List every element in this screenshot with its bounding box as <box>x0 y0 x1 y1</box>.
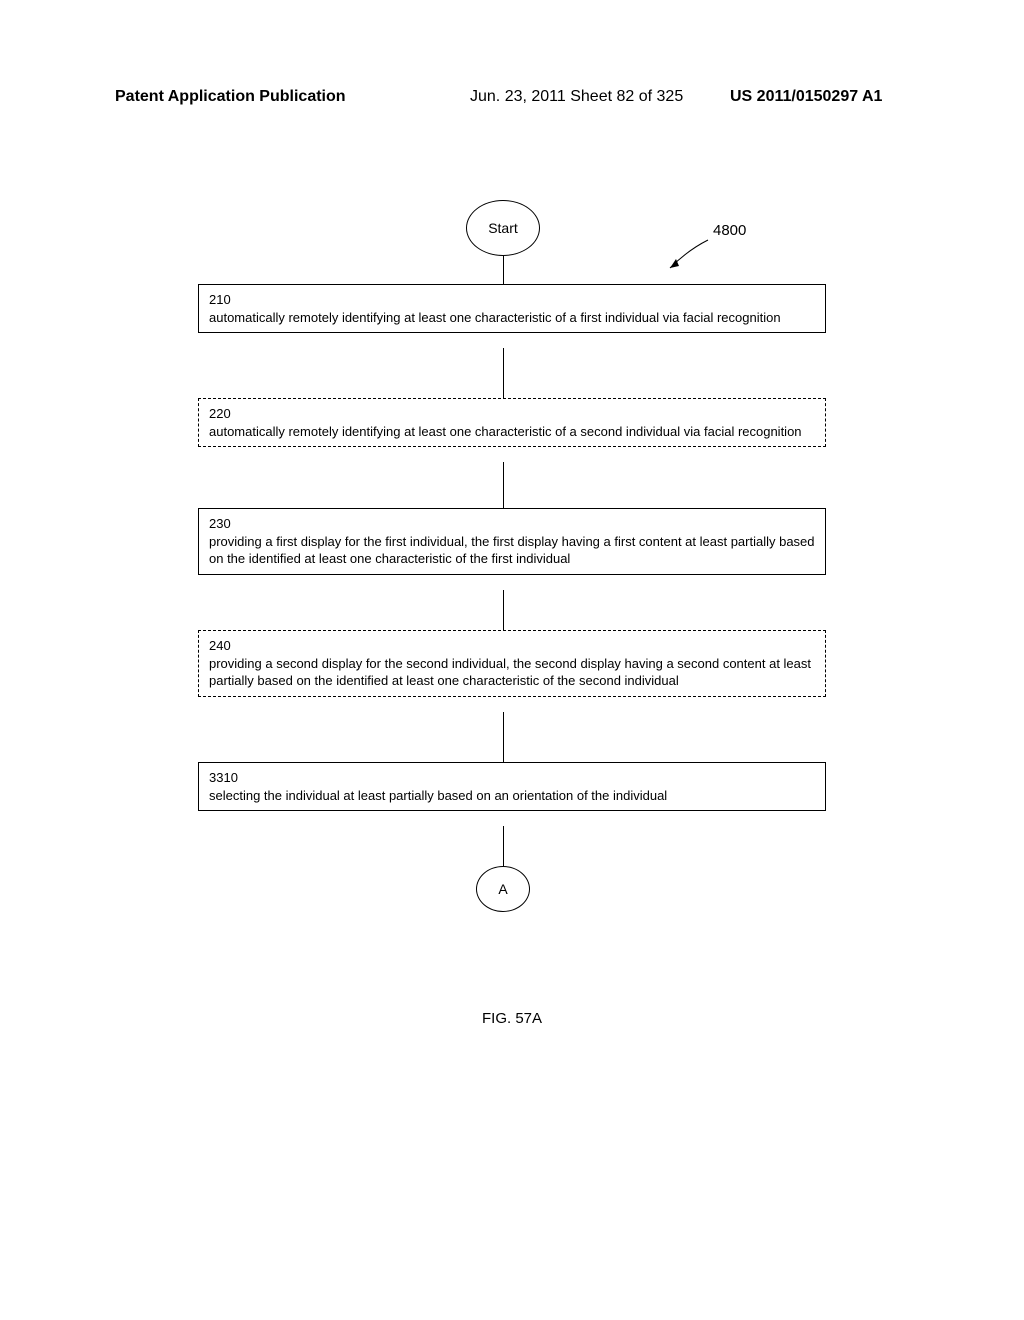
box-220: 220 automatically remotely identifying a… <box>198 398 826 447</box>
box-3310-num: 3310 <box>209 770 238 785</box>
end-label: A <box>498 881 507 897</box>
box-210: 210 automatically remotely identifying a… <box>198 284 826 333</box>
connector-220-230 <box>503 462 504 508</box>
start-label: Start <box>488 220 518 236</box>
box-240-num: 240 <box>209 638 231 653</box>
end-terminal: A <box>476 866 530 912</box>
connector-230-240 <box>503 590 504 630</box>
box-220-num: 220 <box>209 406 231 421</box>
start-terminal: Start <box>466 200 540 256</box>
box-3310: 3310 selecting the individual at least p… <box>198 762 826 811</box>
box-230: 230 providing a first display for the fi… <box>198 508 826 575</box>
patent-page: Patent Application Publication Jun. 23, … <box>0 0 1024 1320</box>
box-240: 240 providing a second display for the s… <box>198 630 826 697</box>
figure-label: FIG. 57A <box>0 1010 1024 1027</box>
box-210-text: automatically remotely identifying at le… <box>209 310 781 325</box>
connector-start-210 <box>503 256 504 284</box>
box-210-num: 210 <box>209 292 231 307</box>
ref-arrow <box>658 235 718 275</box>
connector-210-220 <box>503 348 504 398</box>
box-3310-text: selecting the individual at least partia… <box>209 788 667 803</box>
connector-3310-a <box>503 826 504 866</box>
connector-240-3310 <box>503 712 504 762</box>
reference-number: 4800 <box>713 222 746 239</box>
box-240-text: providing a second display for the secon… <box>209 656 811 689</box>
header-sheet: Jun. 23, 2011 Sheet 82 of 325 <box>470 88 683 106</box>
box-230-num: 230 <box>209 516 231 531</box>
box-230-text: providing a first display for the first … <box>209 534 815 567</box>
box-220-text: automatically remotely identifying at le… <box>209 424 802 439</box>
header-pubnum: US 2011/0150297 A1 <box>730 88 882 106</box>
header-left: Patent Application Publication <box>115 88 346 106</box>
